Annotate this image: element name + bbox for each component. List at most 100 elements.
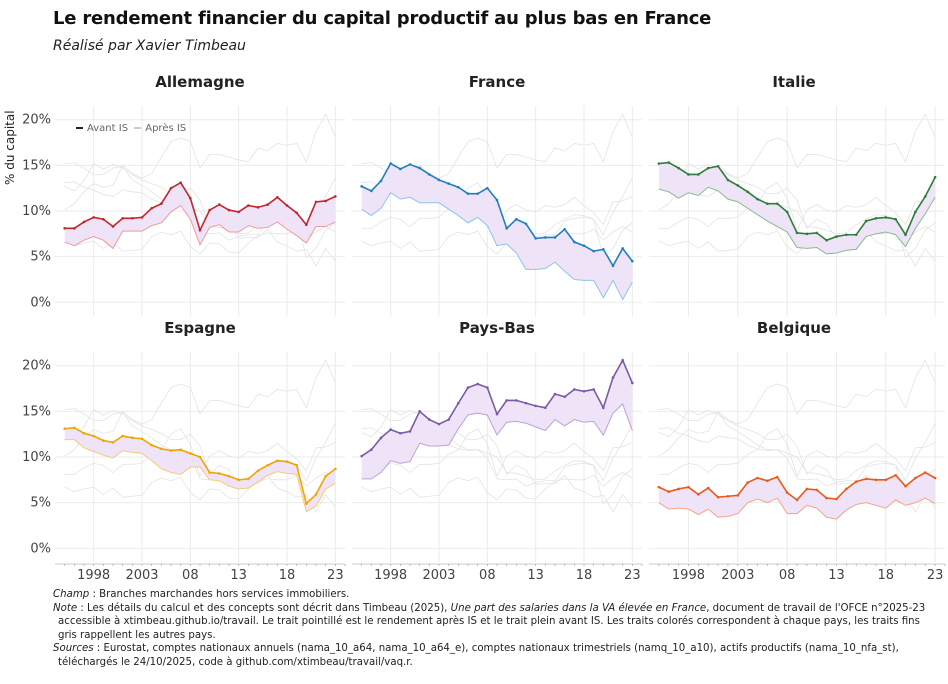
point-avant-is [237,478,240,482]
point-avant-is [687,173,690,176]
point-avant-is [805,232,809,236]
point-avant-is [795,498,799,502]
legend-label-apres-is: Après IS [145,123,187,134]
ribbon-pays-bas [361,360,633,479]
ribbon-france [361,163,633,300]
point-avant-is [227,208,231,212]
point-avant-is [295,463,298,467]
x-tick-label: 2003 [422,568,455,583]
point-avant-is [189,452,192,455]
line-apres-is-allemagne [64,204,336,250]
point-avant-is [102,439,105,442]
point-avant-is [667,161,671,164]
point-avant-is [389,428,392,431]
point-avant-is [247,477,250,481]
point-avant-is [92,216,95,219]
point-avant-is [314,493,318,496]
point-avant-is [63,427,66,430]
point-avant-is [121,217,124,220]
point-avant-is [756,476,759,480]
x-tick-label: 18 [279,568,296,583]
point-avant-is [706,166,710,170]
panel-title-pays-bas: Pays-Bas [459,319,535,337]
other-country-line [361,408,633,487]
point-avant-is [486,386,489,389]
point-avant-is [884,216,888,219]
legend: Avant IS Après IS [76,123,186,134]
point-avant-is [775,202,779,205]
point-avant-is [208,208,211,212]
other-country-line [64,359,336,457]
point-avant-is [160,447,163,451]
ribbon-espagne [64,427,336,512]
point-avant-is [825,238,828,242]
point-avant-is [687,485,690,489]
ribbon-allemagne [64,182,336,249]
point-avant-is [544,406,547,409]
point-avant-is [904,484,907,488]
point-avant-is [845,487,848,491]
point-avant-is [370,448,373,451]
point-avant-is [92,434,95,438]
y-tick-label: 0% [30,541,51,556]
point-avant-is [825,496,828,500]
point-avant-is [785,491,789,494]
point-avant-is [667,490,671,493]
point-avant-is [237,210,240,214]
panel-title-allemagne: Allemagne [155,73,245,91]
point-avant-is [914,210,917,214]
point-avant-is [111,441,115,444]
point-avant-is [602,248,605,251]
point-avant-is [894,473,897,477]
note-sources: Sources : Eurostat, comptes nationaux an… [53,643,899,655]
point-avant-is [553,236,557,239]
point-avant-is [582,244,586,247]
point-avant-is [746,190,749,194]
point-avant-is [389,162,392,165]
point-avant-is [256,206,260,209]
point-avant-is [815,231,819,235]
point-avant-is [631,381,634,385]
x-tick-label: 2003 [721,568,754,583]
other-country-line [361,226,633,255]
point-avant-is [418,410,421,413]
point-avant-is [418,166,421,170]
point-avant-is [845,233,848,237]
point-avant-is [218,472,221,475]
point-avant-is [140,437,144,441]
point-avant-is [285,460,289,463]
point-avant-is [914,476,917,480]
line-apres-is-pays-bas [361,403,633,480]
point-avant-is [766,202,769,205]
chart-title: Le rendement financier du capital produc… [53,8,712,29]
point-avant-is [864,219,868,223]
panel-title-france: France [468,73,526,91]
line-apres-is-france [361,192,633,301]
point-avant-is [276,196,279,199]
point-avant-is [621,358,624,362]
point-avant-is [379,179,383,183]
x-tick-label: 1998 [77,568,110,583]
other-country-line [64,472,336,501]
point-avant-is [169,186,173,190]
point-avant-is [923,195,927,198]
point-avant-is [785,210,789,214]
point-avant-is [894,217,897,221]
x-tick-label: 08 [779,568,796,583]
point-avant-is [657,162,661,165]
point-avant-is [266,203,269,206]
point-avant-is [428,173,431,176]
point-avant-is [631,259,634,263]
note-note-line2: accessible à xtimbeau.github.io/travail.… [58,616,920,628]
point-avant-is [933,476,937,480]
x-tick-label: 08 [182,568,199,583]
point-avant-is [447,418,450,421]
point-avant-is [437,422,441,426]
point-avant-is [835,497,838,501]
other-country-line [658,359,936,457]
point-avant-is [466,192,470,195]
point-avant-is [208,471,211,474]
point-avant-is [305,502,308,505]
point-avant-is [495,412,499,416]
